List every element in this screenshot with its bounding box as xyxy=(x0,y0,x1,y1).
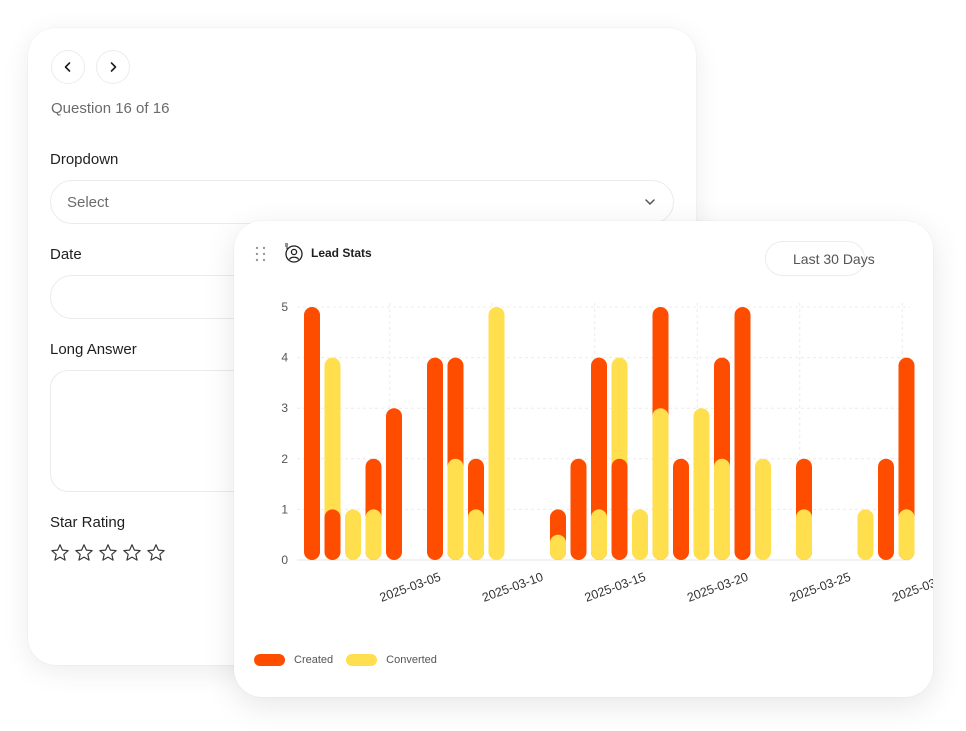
legend-swatch-converted xyxy=(346,654,378,666)
star-icon[interactable] xyxy=(98,543,118,563)
chevron-down-icon xyxy=(645,199,655,205)
chevron-left-icon xyxy=(64,62,71,72)
question-counter: Question 16 of 16 xyxy=(51,100,170,117)
bar-converted[interactable] xyxy=(693,408,710,560)
legend-item-converted[interactable]: Converted xyxy=(346,654,437,666)
dropdown-label: Dropdown xyxy=(50,151,119,168)
bar-created[interactable] xyxy=(898,357,915,560)
star-rating[interactable] xyxy=(50,543,166,563)
bar-converted[interactable] xyxy=(488,307,505,560)
star-icon[interactable] xyxy=(50,543,70,563)
bar-converted[interactable] xyxy=(345,509,361,560)
chevron-right-icon xyxy=(110,62,117,72)
x-tick-label: 2025-03-30 xyxy=(890,570,933,605)
bar-converted[interactable] xyxy=(365,509,382,560)
bar-converted[interactable] xyxy=(468,509,484,560)
y-tick-label: 5 xyxy=(281,300,288,314)
star-rating-label: Star Rating xyxy=(50,514,126,531)
y-tick-label: 0 xyxy=(281,553,288,567)
bar-converted[interactable] xyxy=(714,458,730,560)
filter-label: Last 30 Days xyxy=(793,250,875,267)
bar-converted[interactable] xyxy=(632,509,648,560)
star-icon[interactable] xyxy=(74,543,94,563)
legend-label-converted: Converted xyxy=(386,654,437,666)
bar-created[interactable] xyxy=(386,408,402,560)
bar-created[interactable] xyxy=(878,458,894,560)
next-button[interactable] xyxy=(96,50,130,84)
legend-item-created[interactable]: Created xyxy=(254,654,333,666)
bar-converted[interactable] xyxy=(591,509,607,560)
long-answer-label: Long Answer xyxy=(50,341,137,358)
bar-converted[interactable] xyxy=(755,458,771,560)
previous-button[interactable] xyxy=(51,50,85,84)
bar-converted[interactable] xyxy=(550,534,566,560)
bar-converted[interactable] xyxy=(652,408,669,560)
star-icon[interactable] xyxy=(146,543,166,563)
bar-converted[interactable] xyxy=(447,458,464,560)
y-tick-label: 4 xyxy=(281,351,288,365)
legend-swatch-created xyxy=(254,654,285,666)
bar-created[interactable] xyxy=(427,357,443,560)
bar-created[interactable] xyxy=(611,458,628,560)
bar-converted[interactable] xyxy=(796,509,812,560)
date-range-filter[interactable]: Last 30 Days xyxy=(765,241,875,276)
y-tick-label: 3 xyxy=(281,401,288,415)
x-tick-label: 2025-03-15 xyxy=(583,570,648,605)
drag-handle-icon[interactable] xyxy=(254,245,268,263)
lead-stats-chart: 0 1 2 3 4 5 2025-03-05 2025-03-10 2025-03-15 2025… xyxy=(281,300,933,605)
chart-title: Lead Stats xyxy=(311,246,372,260)
bar-created[interactable] xyxy=(734,307,751,560)
bar-created[interactable] xyxy=(304,307,320,560)
y-tick-label: 2 xyxy=(281,452,288,466)
lead-stats-card: Lead Stats Last 30 Days 0 1 2 3 4 5 2025-03-05… xyxy=(234,221,933,697)
bar-converted[interactable] xyxy=(324,357,341,560)
bar-created[interactable] xyxy=(591,357,607,560)
chart-legend: Created Converted xyxy=(254,654,450,666)
x-tick-label: 2025-03-10 xyxy=(480,570,545,605)
x-tick-label: 2025-03-05 xyxy=(378,570,443,605)
bar-created[interactable] xyxy=(673,458,689,560)
bar-created[interactable] xyxy=(324,509,341,560)
lead-user-icon xyxy=(285,243,303,263)
y-tick-label: 1 xyxy=(281,502,288,516)
dropdown-select[interactable]: Select xyxy=(50,180,674,224)
bar-converted[interactable] xyxy=(857,509,874,560)
bar-created[interactable] xyxy=(570,458,587,560)
date-label: Date xyxy=(50,246,82,263)
star-icon[interactable] xyxy=(122,543,142,563)
x-tick-label: 2025-03-25 xyxy=(788,570,853,605)
x-tick-label: 2025-03-20 xyxy=(685,570,750,605)
legend-label-created: Created xyxy=(294,654,334,666)
dropdown-placeholder: Select xyxy=(67,193,109,211)
bar-converted[interactable] xyxy=(898,509,915,560)
